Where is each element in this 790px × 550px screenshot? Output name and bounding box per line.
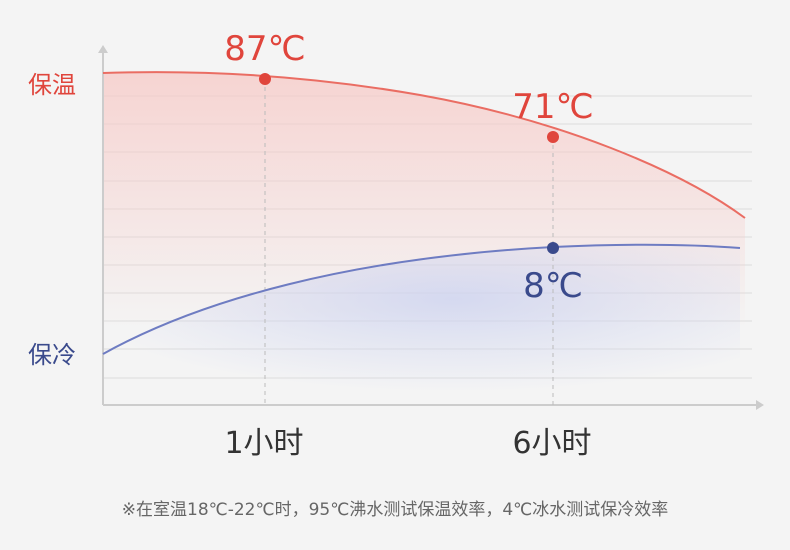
warm-series-line xyxy=(102,71,746,219)
footnote: ※在室温18℃-22℃时，95℃沸水测试保温效率，4℃冰水测试保冷效率 xyxy=(122,500,668,520)
cold-series-name: 保冷 xyxy=(28,341,76,369)
cold-series-area xyxy=(103,244,740,400)
warm-point-label-1h: 87℃ xyxy=(224,29,305,69)
x-tick-label-6h: 6小时 xyxy=(512,426,591,461)
cold-series-line xyxy=(102,243,741,355)
cold-point-label-6h: 8℃ xyxy=(523,266,583,306)
warm-point-1h xyxy=(259,73,271,85)
cold-point-6h xyxy=(547,242,559,254)
warm-point-label-6h: 71℃ xyxy=(512,87,593,127)
warm-series-name: 保温 xyxy=(28,71,76,99)
y-axis-arrow xyxy=(98,45,108,53)
warm-point-6h xyxy=(547,131,559,143)
x-axis-arrow xyxy=(756,400,764,410)
x-tick-label-1h: 1小时 xyxy=(224,426,303,461)
